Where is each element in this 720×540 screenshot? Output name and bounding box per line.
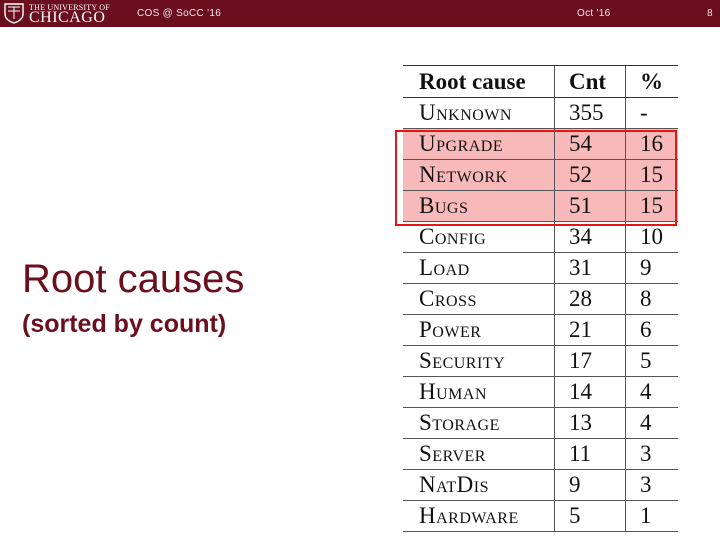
cell-percent: 15 xyxy=(625,159,678,191)
cell-count: 51 xyxy=(554,190,626,222)
cell-percent: 8 xyxy=(625,283,678,315)
column-header-percent: % xyxy=(625,65,678,98)
cell-percent: 3 xyxy=(625,469,678,501)
cell-count: 9 xyxy=(554,469,626,501)
table-row-highlighted: Network 52 15 xyxy=(403,159,678,191)
crest-icon xyxy=(4,3,24,24)
table-row: NatDis 9 3 xyxy=(403,469,678,501)
cell-percent: 15 xyxy=(625,190,678,222)
cell-percent: 9 xyxy=(625,252,678,284)
table-row: Security 17 5 xyxy=(403,345,678,377)
cell-count: 54 xyxy=(554,128,626,160)
cell-cause: Network xyxy=(403,159,555,191)
cell-count: 14 xyxy=(554,376,626,408)
cell-percent: 10 xyxy=(625,221,678,253)
page-number: 8 xyxy=(707,8,713,19)
cell-cause: Power xyxy=(403,314,555,346)
cell-percent: - xyxy=(625,97,678,129)
header-date: Oct '16 xyxy=(577,8,611,19)
cell-cause: Upgrade xyxy=(403,128,555,160)
table-row: Storage 13 4 xyxy=(403,407,678,439)
cell-cause: Load xyxy=(403,252,555,284)
table-header-row: Root cause Cnt % xyxy=(403,65,678,98)
cell-count: 21 xyxy=(554,314,626,346)
cell-cause: Unknown xyxy=(403,97,555,129)
logo-line2: CHICAGO xyxy=(29,9,106,26)
slide-header: THE UNIVERSITY OF CHICAGO COS @ SoCC '16… xyxy=(0,0,720,27)
cell-cause: NatDis xyxy=(403,469,555,501)
cell-count: 355 xyxy=(554,97,626,129)
cell-percent: 4 xyxy=(625,376,678,408)
table-row: Human 14 4 xyxy=(403,376,678,408)
cell-percent: 1 xyxy=(625,500,678,532)
cell-cause: Server xyxy=(403,438,555,470)
cell-cause: Cross xyxy=(403,283,555,315)
cell-count: 31 xyxy=(554,252,626,284)
cell-count: 28 xyxy=(554,283,626,315)
university-logo: THE UNIVERSITY OF CHICAGO xyxy=(4,2,116,26)
cell-count: 34 xyxy=(554,221,626,253)
table-row: Load 31 9 xyxy=(403,252,678,284)
cell-percent: 5 xyxy=(625,345,678,377)
cell-percent: 4 xyxy=(625,407,678,439)
root-cause-table-container: Root cause Cnt % Unknown 355 - Upgrade 5… xyxy=(403,65,678,532)
cell-count: 11 xyxy=(554,438,626,470)
table-row: Cross 28 8 xyxy=(403,283,678,315)
table-row: Unknown 355 - xyxy=(403,97,678,129)
cell-cause: Human xyxy=(403,376,555,408)
slide-subtitle: (sorted by count) xyxy=(22,310,227,338)
cell-percent: 3 xyxy=(625,438,678,470)
table-row: Server 11 3 xyxy=(403,438,678,470)
table-row: Hardware 5 1 xyxy=(403,500,678,532)
root-cause-table: Root cause Cnt % Unknown 355 - Upgrade 5… xyxy=(403,65,678,532)
table-row-highlighted: Bugs 51 15 xyxy=(403,190,678,222)
table-row: Power 21 6 xyxy=(403,314,678,346)
cell-cause: Config xyxy=(403,221,555,253)
slide-title: Root causes xyxy=(22,257,245,301)
cell-count: 17 xyxy=(554,345,626,377)
header-conference: COS @ SoCC '16 xyxy=(137,8,222,19)
cell-cause: Storage xyxy=(403,407,555,439)
cell-cause: Hardware xyxy=(403,500,555,532)
cell-count: 5 xyxy=(554,500,626,532)
column-header-cause: Root cause xyxy=(403,65,555,98)
table-row-highlighted: Upgrade 54 16 xyxy=(403,128,678,160)
logo-line1: THE UNIVERSITY OF xyxy=(29,3,110,12)
cell-count: 52 xyxy=(554,159,626,191)
cell-cause: Bugs xyxy=(403,190,555,222)
column-header-count: Cnt xyxy=(554,65,626,98)
table-row: Config 34 10 xyxy=(403,221,678,253)
cell-percent: 16 xyxy=(625,128,678,160)
cell-cause: Security xyxy=(403,345,555,377)
cell-percent: 6 xyxy=(625,314,678,346)
cell-count: 13 xyxy=(554,407,626,439)
